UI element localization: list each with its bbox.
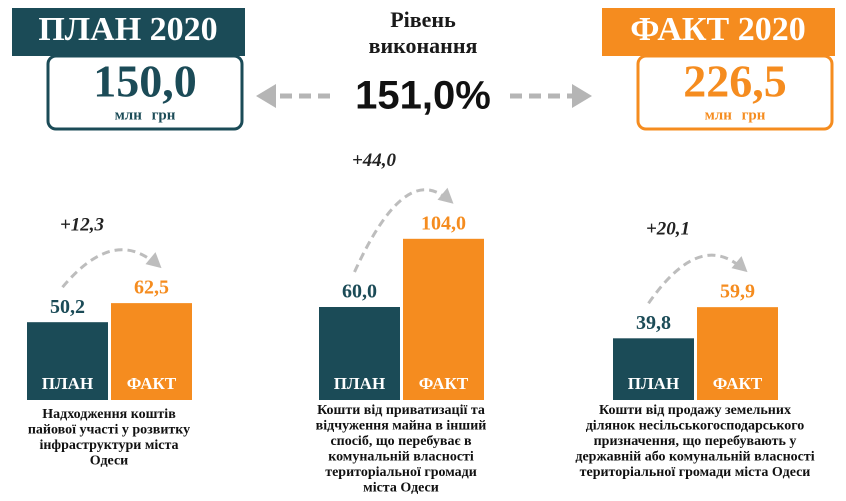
- bar: [319, 307, 400, 400]
- change-arrow-head: [437, 187, 454, 204]
- bar-category: ПЛАН: [42, 374, 93, 393]
- change-label: +12,3: [60, 214, 104, 235]
- caption: Надходження коштів: [42, 407, 176, 422]
- caption: інфраструктури міста: [39, 438, 178, 453]
- bar-category: ПЛАН: [334, 374, 385, 393]
- center-title: виконання: [369, 33, 478, 58]
- fact-unit: млн грн: [705, 107, 766, 123]
- bar-category: ФАКТ: [713, 374, 763, 393]
- caption: спосіб, що перебуває в: [330, 434, 472, 449]
- value-label: 59,9: [720, 281, 755, 303]
- plan-title: ПЛАН 2020: [38, 11, 217, 48]
- bar: [111, 303, 192, 400]
- bar: [27, 322, 108, 400]
- caption: ділянок несільськогосподарського: [586, 419, 805, 434]
- bar: [697, 307, 778, 400]
- caption: комунальній власності: [328, 450, 474, 465]
- change-arrow: [61, 248, 155, 289]
- caption: Кошти від приватизації та: [317, 403, 485, 418]
- plan-title-box: [12, 8, 245, 56]
- value-label: 104,0: [421, 212, 466, 234]
- value-label: 62,5: [134, 277, 169, 299]
- arrow-head: [572, 84, 592, 108]
- caption: відчуження майна в інший: [316, 419, 487, 434]
- bar-category: ПЛАН: [628, 374, 679, 393]
- bar-category: ФАКТ: [127, 374, 177, 393]
- caption: територіальної громади: [325, 465, 477, 480]
- change-arrow: [647, 253, 741, 305]
- caption: призначення, що перебувають у: [594, 434, 797, 449]
- caption: міста Одеси: [363, 481, 439, 496]
- plan-value-box: [46, 54, 244, 131]
- value-label: 50,2: [50, 296, 85, 318]
- caption: Одеси: [90, 454, 128, 469]
- caption: Кошти від продажу земельних: [599, 403, 791, 418]
- change-label: +44,0: [352, 150, 397, 171]
- arrow-head: [256, 84, 276, 108]
- value-label: 39,8: [636, 312, 671, 334]
- fact-title: ФАКТ 2020: [630, 11, 805, 48]
- fact-value-box: [636, 54, 834, 131]
- center-title: Рівень: [390, 7, 456, 32]
- caption: пайової участі у розвитку: [28, 423, 190, 438]
- caption: державній або комунальній власності: [575, 450, 814, 465]
- change-arrow-head: [731, 256, 748, 273]
- fact-value: 226,5: [683, 56, 787, 107]
- caption: територіальної громади міста Одеси: [580, 465, 811, 480]
- change-arrow-head: [145, 252, 162, 269]
- change-label: +20,1: [646, 219, 690, 240]
- center-value: 151,0%: [355, 74, 491, 118]
- value-label: 60,0: [342, 281, 377, 303]
- fact-title-box: [602, 8, 835, 56]
- plan-unit: млн грн: [115, 107, 176, 123]
- change-arrow: [353, 188, 447, 273]
- bar: [613, 338, 694, 400]
- bar: [403, 238, 484, 400]
- plan-value: 150,0: [93, 56, 197, 107]
- bar-category: ФАКТ: [419, 374, 469, 393]
